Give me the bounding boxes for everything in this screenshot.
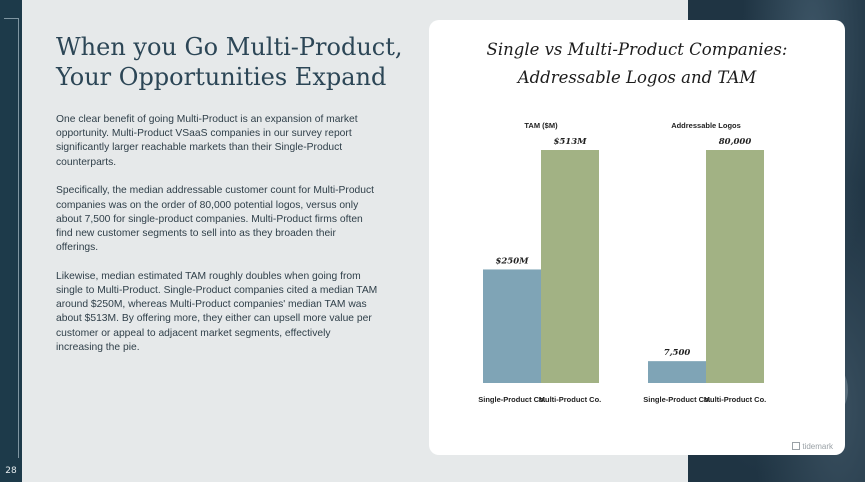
brand-logo: tidemark: [792, 442, 833, 451]
page-number: 28: [5, 466, 17, 476]
category-label-1-2: Multi-Product Co.: [539, 395, 602, 404]
data-label-2-2: 80,000: [719, 137, 752, 147]
bar-chart: TAM ($M) $250M Single-Product Co. $513M Mult…: [478, 121, 767, 404]
chart-title-line-2: Addressable Logos and TAM: [517, 68, 757, 87]
data-label-2-1: 7,500: [664, 348, 691, 358]
brand-name: tidemark: [802, 442, 833, 451]
bar-2-2: [706, 150, 764, 383]
panel-header-1: TAM ($M): [524, 121, 558, 130]
chart-title-line-1: Single vs Multi-Product Companies:: [486, 40, 788, 59]
left-bar-top-rule: [4, 18, 18, 19]
data-label-1-1: $250M: [495, 256, 529, 266]
left-bar-vertical-rule: [18, 18, 19, 458]
category-label-2-1: Single-Product Co.: [643, 395, 711, 404]
paragraph-2: Specifically, the median addressable cus…: [56, 185, 375, 254]
bar-2-1: [648, 361, 706, 383]
left-accent-bar: 28: [0, 0, 22, 482]
bar-1-2: [541, 150, 599, 383]
brand-mark-icon: [792, 442, 801, 450]
panel-header-2: Addressable Logos: [671, 121, 741, 130]
page-title-line-2: Your Opportunities Expand: [56, 63, 387, 91]
data-label-1-2: $513M: [553, 137, 587, 147]
chart-title: Single vs Multi-Product Companies: Addre…: [429, 36, 845, 92]
body-text: One clear benefit of going Multi-Product…: [56, 113, 378, 370]
category-label-1-1: Single-Product Co.: [478, 395, 546, 404]
bar-1-1: [483, 269, 541, 383]
page-title-line-1: When you Go Multi-Product,: [56, 33, 403, 61]
paragraph-1: One clear benefit of going Multi-Product…: [56, 114, 358, 168]
page-title: When you Go Multi-Product, Your Opportun…: [56, 32, 416, 92]
chart-card: Single vs Multi-Product Companies: Addre…: [429, 20, 845, 455]
paragraph-3: Likewise, median estimated TAM roughly d…: [56, 270, 378, 353]
category-label-2-2: Multi-Product Co.: [704, 395, 767, 404]
